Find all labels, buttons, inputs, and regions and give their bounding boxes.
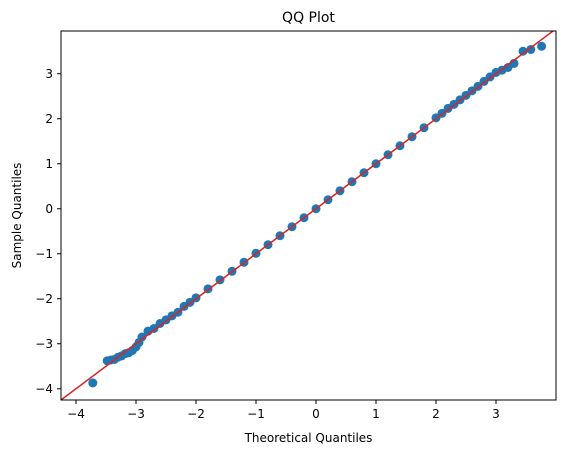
data-point xyxy=(537,41,547,51)
x-tick-label: −1 xyxy=(247,407,265,421)
reference-line xyxy=(61,31,555,400)
y-axis-ticks: −4 −3 −2 −1 0 1 2 3 xyxy=(35,67,61,396)
x-tick-label: 3 xyxy=(492,407,500,421)
x-tick-label: 2 xyxy=(432,407,440,421)
data-point xyxy=(149,323,159,333)
x-tick-label: 1 xyxy=(372,407,380,421)
x-axis-ticks: −4 −3 −2 −1 0 1 2 3 xyxy=(67,400,500,421)
data-point xyxy=(518,46,528,56)
y-tick-label: 3 xyxy=(45,67,53,81)
x-tick-label: 0 xyxy=(312,407,320,421)
data-point xyxy=(137,332,147,342)
y-tick-label: −2 xyxy=(35,292,53,306)
y-tick-label: 2 xyxy=(45,112,53,126)
chart-title: QQ Plot xyxy=(282,10,335,26)
y-tick-label: −1 xyxy=(35,247,53,261)
y-axis-title: Sample Quantiles xyxy=(10,163,24,269)
reference-line-layer xyxy=(61,31,555,400)
y-tick-label: −4 xyxy=(35,382,53,396)
plot-area-frame xyxy=(60,30,557,401)
y-tick-label: 0 xyxy=(45,202,53,216)
x-axis-title: Theoretical Quantiles xyxy=(244,431,373,445)
data-point xyxy=(526,44,536,54)
data-point xyxy=(88,378,98,388)
x-tick-label: −3 xyxy=(127,407,145,421)
y-tick-label: 1 xyxy=(45,157,53,171)
y-tick-label: −3 xyxy=(35,337,53,351)
sample-points xyxy=(88,41,547,388)
x-tick-label: −2 xyxy=(187,407,205,421)
x-tick-label: −4 xyxy=(67,407,85,421)
